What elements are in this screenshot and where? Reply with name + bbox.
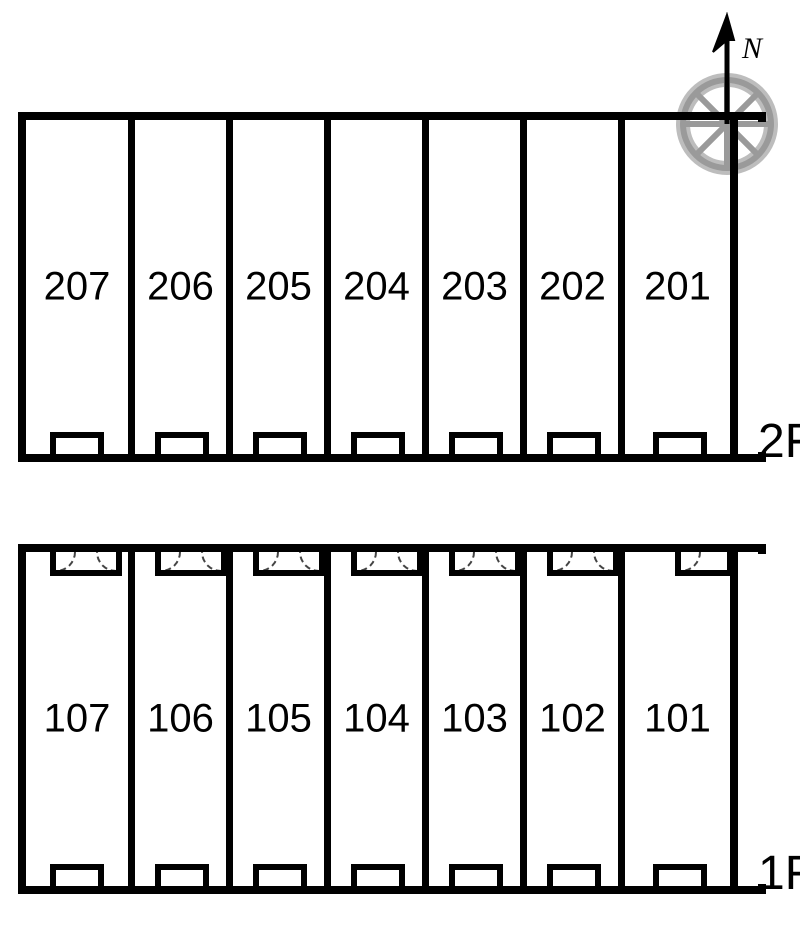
unit-label: 201 [644,265,711,310]
unit-202: 202 [520,120,618,454]
unit-label: 204 [343,265,410,310]
unit-104: 104 [324,552,422,886]
unit-206: 206 [128,120,226,454]
unit-101: 101 [618,552,730,886]
floor-2-units: 207 206 205 204 203 [26,120,730,454]
compass-label: N [741,32,764,65]
unit-label: 105 [245,697,312,742]
unit-103: 103 [422,552,520,886]
unit-203: 203 [422,120,520,454]
unit-105: 105 [226,552,324,886]
unit-label: 107 [44,697,111,742]
floor-1-label: 1F [758,846,800,901]
unit-label: 101 [644,697,711,742]
unit-label: 102 [539,697,606,742]
unit-102: 102 [520,552,618,886]
floor-2-label: 2F [758,414,800,469]
unit-201: 201 [618,120,730,454]
unit-107: 107 [26,552,128,886]
floor-1-units: 107 106 105 104 [26,552,730,886]
unit-204: 204 [324,120,422,454]
unit-label: 203 [441,265,508,310]
unit-label: 106 [147,697,214,742]
unit-207: 207 [26,120,128,454]
floor-plan-diagram: N 207 206 205 [0,0,800,941]
floor-1-block: 107 106 105 104 [18,544,738,894]
unit-label: 103 [441,697,508,742]
unit-label: 206 [147,265,214,310]
floor-2-box: 207 206 205 204 203 [18,112,738,462]
unit-106: 106 [128,552,226,886]
floor-1-box: 107 106 105 104 [18,544,738,894]
unit-label: 207 [44,265,111,310]
unit-label: 205 [245,265,312,310]
unit-label: 202 [539,265,606,310]
unit-205: 205 [226,120,324,454]
unit-label: 104 [343,697,410,742]
floor-2-block: 207 206 205 204 203 [18,112,738,462]
